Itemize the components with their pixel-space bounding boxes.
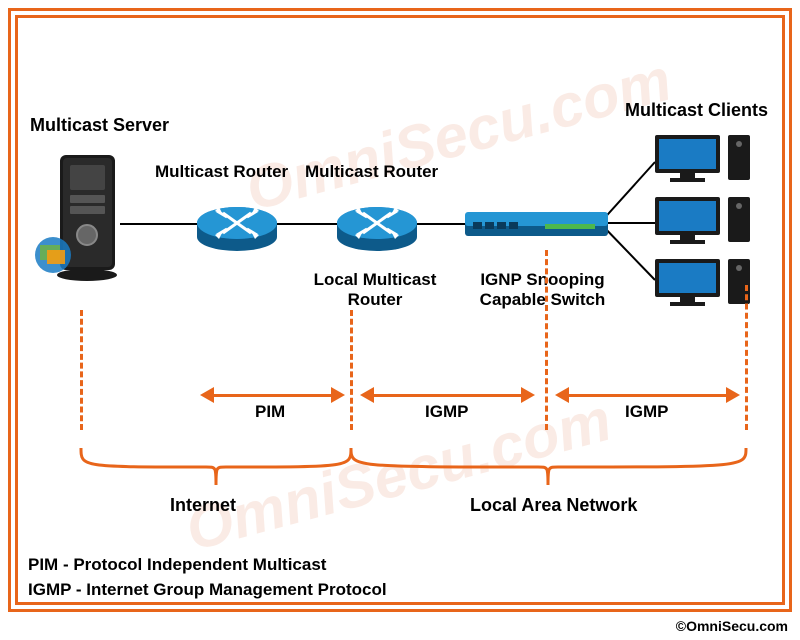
proto-igmp2-label: IGMP	[625, 402, 668, 422]
switch-icon	[465, 210, 610, 245]
router1-label: Multicast Router	[155, 162, 288, 182]
proto-pim-label: PIM	[255, 402, 285, 422]
dash-3	[545, 250, 548, 430]
switch-label: IGNP SnoopingCapable Switch	[475, 270, 610, 310]
dash-1	[80, 310, 83, 430]
server-label: Multicast Server	[30, 115, 169, 136]
router1-icon	[195, 195, 280, 260]
server-icon	[35, 150, 135, 295]
dash-4	[745, 285, 748, 430]
router2-label-top: Multicast Router	[305, 162, 438, 182]
arrow-igmp-2	[555, 387, 740, 403]
router2-icon	[335, 195, 420, 260]
brace-lan	[348, 445, 749, 490]
dash-2	[350, 310, 353, 430]
clients-label: Multicast Clients	[625, 100, 768, 121]
brace-lan-label: Local Area Network	[470, 495, 637, 516]
brace-internet-label: Internet	[170, 495, 236, 516]
legend-igmp: IGMP - Internet Group Management Protoco…	[28, 580, 387, 600]
client-2-icon	[650, 192, 760, 252]
legend-pim: PIM - Protocol Independent Multicast	[28, 555, 326, 575]
proto-igmp1-label: IGMP	[425, 402, 468, 422]
router2-label-bottom: Local MulticastRouter	[310, 270, 440, 310]
arrow-pim	[200, 387, 345, 403]
client-1-icon	[650, 130, 760, 190]
arrow-igmp-1	[360, 387, 535, 403]
brace-internet	[78, 445, 354, 490]
client-3-icon	[650, 254, 760, 314]
copyright: ©OmniSecu.com	[676, 618, 788, 634]
